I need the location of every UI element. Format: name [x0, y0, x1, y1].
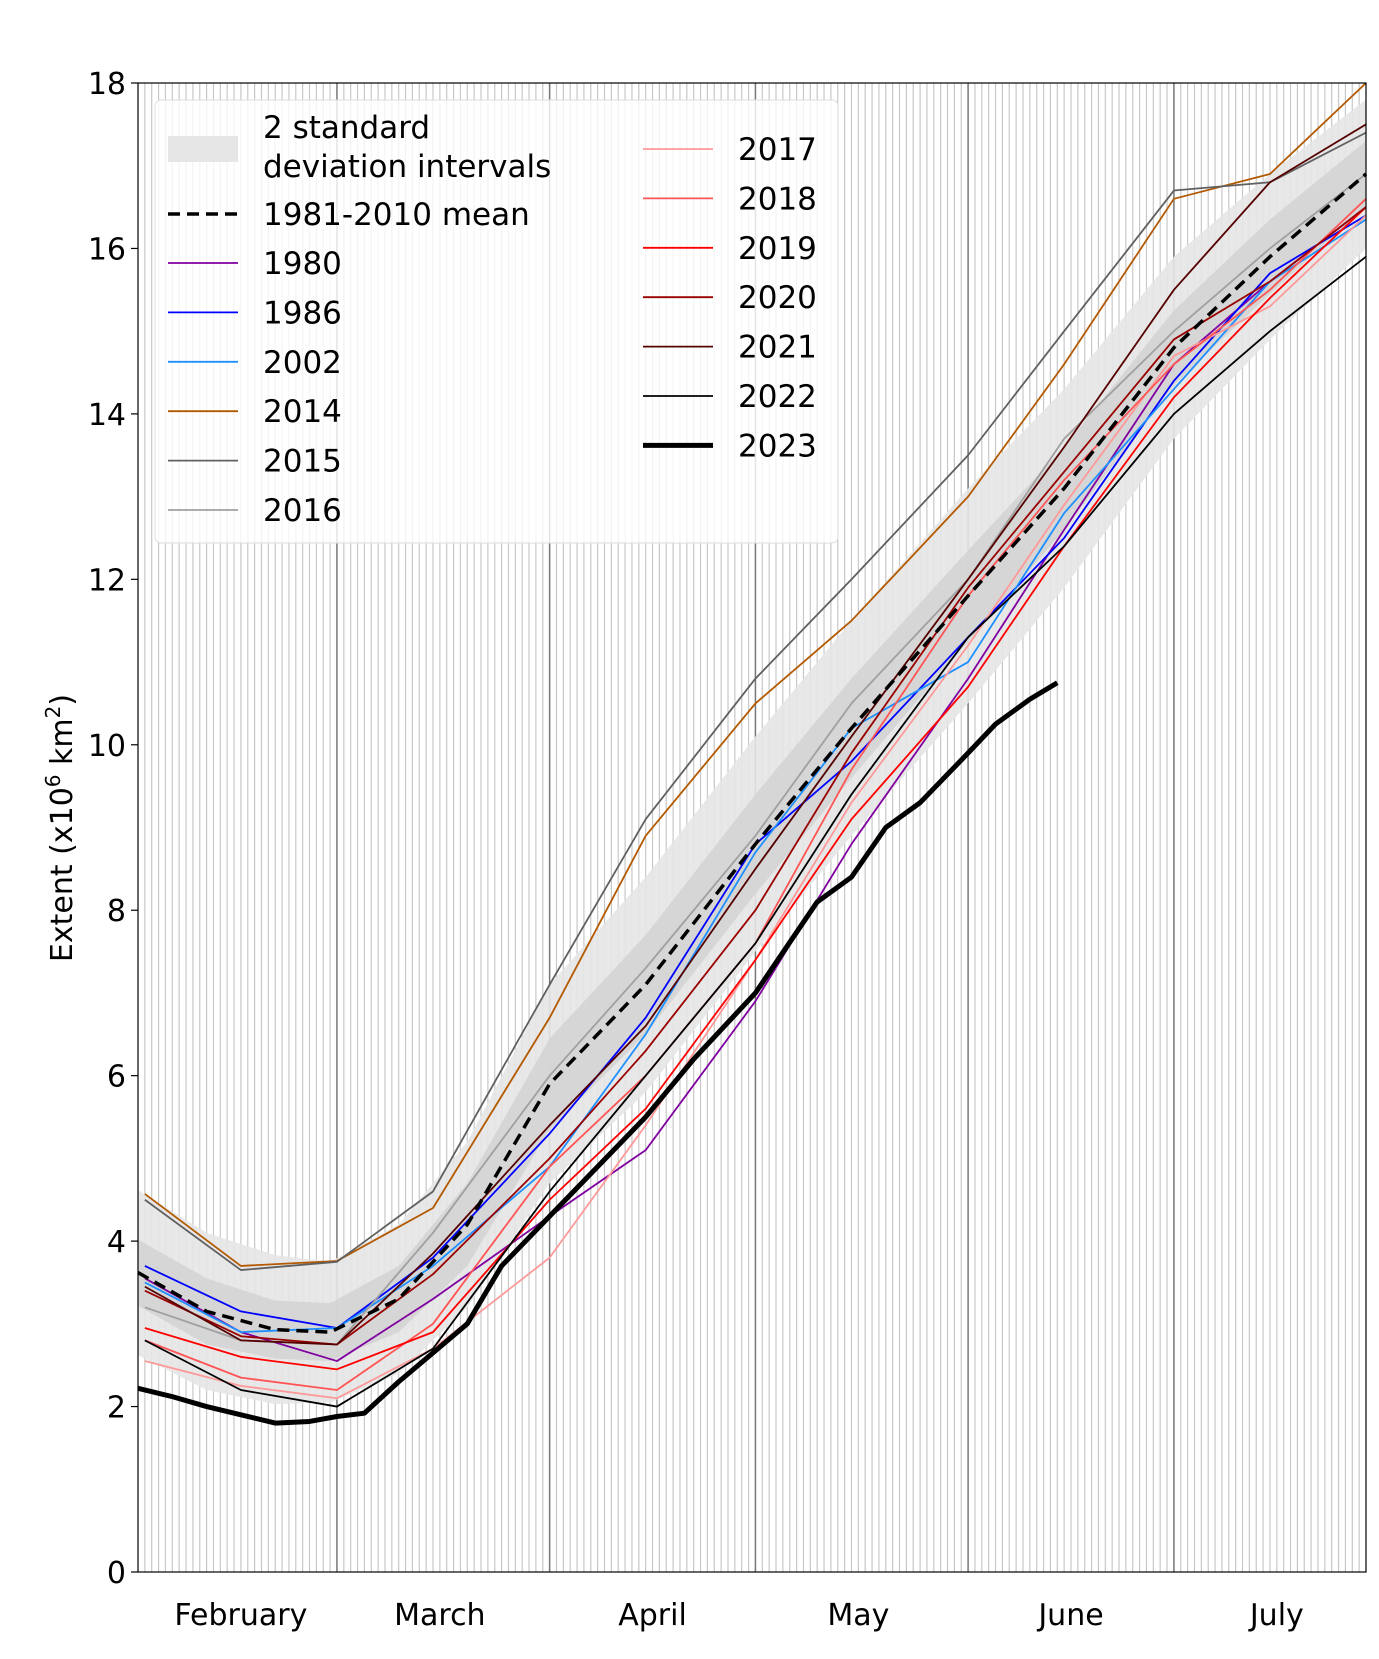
legend-label-2018: 2018	[738, 181, 817, 217]
y-axis-label: Extent (x106 km2)	[41, 694, 80, 962]
legend-label-2019: 2019	[738, 231, 817, 267]
legend-label-band: 2 standard	[263, 110, 430, 146]
legend-label-band: deviation intervals	[263, 149, 551, 185]
x-tick-label: February	[174, 1598, 307, 1633]
x-tick-label: April	[618, 1598, 687, 1633]
series-line-2015	[144, 131, 1367, 1271]
x-tick-label: March	[394, 1598, 485, 1633]
y-tick-label: 8	[107, 894, 126, 929]
x-tick-label: May	[827, 1598, 889, 1633]
y-tick-label: 18	[88, 67, 126, 102]
y-tick-label: 12	[88, 563, 126, 598]
legend-label-2023: 2023	[738, 428, 817, 464]
legend-label-mean: 1981-2010 mean	[263, 197, 530, 233]
y-tick-label: 2	[107, 1391, 126, 1426]
series-line-2022	[144, 256, 1367, 1408]
series-line-mean	[137, 172, 1368, 1334]
x-tick-label: July	[1248, 1598, 1304, 1633]
y-tick-label: 16	[88, 232, 126, 267]
legend-swatch-band	[168, 136, 238, 162]
legend-label-2015: 2015	[263, 444, 342, 480]
legend-label-1986: 1986	[263, 295, 342, 331]
y-tick-label: 10	[88, 729, 126, 764]
series-line-2019	[144, 206, 1367, 1371]
y-tick-label: 4	[107, 1225, 126, 1260]
y-axis: 0 2 4 6 8 10 12 14 16 18	[88, 67, 138, 1591]
std-dev-band-outer	[138, 99, 1366, 1405]
series-lines	[137, 82, 1368, 1426]
legend-label-2014: 2014	[263, 394, 342, 430]
y-tick-label: 6	[107, 1060, 126, 1095]
y-tick-label: 0	[107, 1556, 126, 1591]
std-dev-band-inner	[138, 140, 1366, 1362]
legend-label-1980: 1980	[263, 246, 342, 282]
plot-frame	[137, 82, 1367, 1573]
legend-label-2016: 2016	[263, 493, 342, 529]
legend-label-2022: 2022	[738, 379, 817, 415]
series-line-2023	[137, 680, 1059, 1426]
y-tick-label: 14	[88, 398, 126, 433]
x-tick-label: June	[1036, 1598, 1103, 1633]
std-dev-bands	[138, 99, 1366, 1405]
legend-label-2021: 2021	[738, 330, 817, 366]
series-line-2021	[144, 123, 1367, 1346]
x-axis: February March April May June July	[174, 1598, 1303, 1633]
legend-box	[154, 99, 839, 544]
legend-label-2017: 2017	[738, 132, 817, 168]
legend-label-2002: 2002	[263, 345, 342, 381]
legend-label-2020: 2020	[738, 280, 817, 316]
